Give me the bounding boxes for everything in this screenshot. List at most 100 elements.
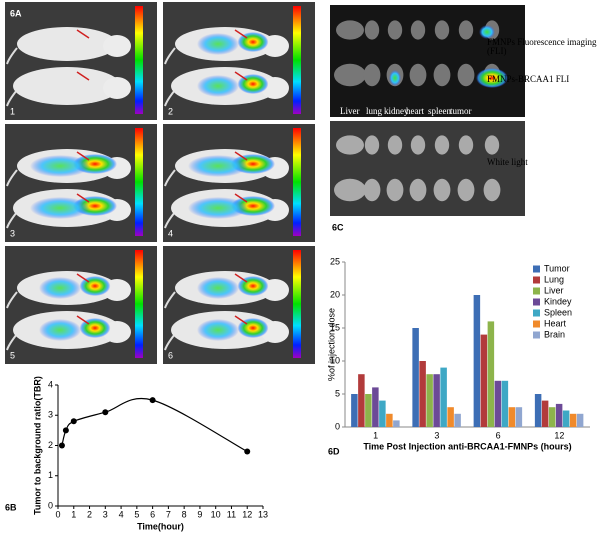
arrow bbox=[234, 315, 248, 325]
bar bbox=[515, 407, 523, 427]
fluorescence bbox=[188, 197, 248, 219]
x-tick-label: 4 bbox=[119, 509, 124, 519]
x-tick-label: 12 bbox=[554, 430, 564, 440]
bar bbox=[419, 361, 426, 427]
mouse-body bbox=[13, 67, 121, 105]
organ bbox=[484, 135, 500, 155]
y-tick-label: 15 bbox=[330, 322, 340, 332]
organ bbox=[363, 178, 381, 202]
row-label-line: (FLI) bbox=[487, 46, 507, 56]
organ bbox=[336, 135, 364, 155]
bar bbox=[393, 420, 400, 427]
color-bar bbox=[135, 250, 143, 358]
color-bar bbox=[293, 128, 301, 236]
panel-label: 6D bbox=[328, 446, 340, 456]
organ bbox=[410, 20, 426, 40]
row-label-line: FMNPs Fluorescence imaging bbox=[487, 37, 597, 47]
color-bar bbox=[135, 6, 143, 114]
legend-label: Kindey bbox=[544, 296, 572, 306]
mouse-head bbox=[103, 35, 131, 57]
image-number: 6 bbox=[168, 350, 173, 360]
y-tick-label: 5 bbox=[335, 388, 340, 398]
fluorescence bbox=[30, 197, 90, 219]
legend-swatch bbox=[533, 298, 540, 306]
legend-swatch bbox=[533, 265, 540, 273]
arrow bbox=[234, 193, 248, 203]
organ bbox=[434, 20, 450, 40]
organ bbox=[433, 63, 451, 87]
organ bbox=[457, 63, 475, 87]
image-number: 2 bbox=[168, 106, 173, 116]
bar bbox=[569, 413, 577, 427]
fluorescence bbox=[389, 70, 401, 86]
x-tick-label: 9 bbox=[197, 509, 202, 519]
bar bbox=[365, 394, 372, 427]
x-tick-label: 8 bbox=[182, 509, 187, 519]
bar bbox=[576, 413, 584, 427]
y-tick-label: 4 bbox=[48, 379, 53, 389]
arrow bbox=[76, 151, 90, 161]
mouse-tail bbox=[164, 47, 176, 65]
fluorescence bbox=[197, 319, 239, 341]
organ bbox=[364, 135, 380, 155]
x-tick-label: 13 bbox=[258, 509, 268, 519]
organ bbox=[458, 135, 474, 155]
arrow bbox=[234, 71, 248, 81]
fluorescence bbox=[30, 155, 90, 177]
image-number: 4 bbox=[168, 228, 173, 238]
bar bbox=[447, 407, 454, 427]
bar bbox=[480, 334, 488, 427]
x-tick-label: 3 bbox=[103, 509, 108, 519]
point bbox=[149, 397, 156, 404]
point bbox=[244, 448, 251, 455]
bar bbox=[494, 380, 502, 427]
organ bbox=[386, 178, 404, 202]
y-axis-label: Tumor to background ratio(TBR) bbox=[32, 376, 42, 515]
legend-label: Liver bbox=[544, 285, 564, 295]
bar bbox=[412, 328, 419, 427]
mouse-tail bbox=[6, 47, 18, 65]
organ bbox=[458, 20, 474, 40]
bar bbox=[548, 407, 556, 427]
mouse-tail bbox=[164, 291, 176, 309]
arrow bbox=[76, 315, 90, 325]
bar bbox=[562, 410, 570, 427]
bar bbox=[433, 374, 440, 427]
organ bbox=[410, 135, 426, 155]
arrow bbox=[76, 193, 90, 203]
point bbox=[102, 409, 109, 416]
row-label: FMNPs Fluorescence imaging (FLI) bbox=[487, 37, 597, 56]
y-tick-label: 20 bbox=[330, 289, 340, 299]
y-tick-label: 3 bbox=[48, 410, 53, 420]
photo-background bbox=[330, 121, 525, 216]
panel-label: 6C bbox=[332, 222, 344, 232]
arrow bbox=[234, 29, 248, 39]
x-tick-label: 2 bbox=[87, 509, 92, 519]
x-tick-label: 10 bbox=[211, 509, 221, 519]
arrow bbox=[234, 273, 248, 283]
x-tick-label: 5 bbox=[134, 509, 139, 519]
fluorescence bbox=[197, 75, 239, 97]
x-tick-label: 7 bbox=[166, 509, 171, 519]
organ bbox=[409, 63, 427, 87]
y-tick-label: 1 bbox=[48, 470, 53, 480]
fluorescence bbox=[39, 277, 81, 299]
mouse-tail bbox=[6, 291, 18, 309]
organ bbox=[336, 20, 364, 40]
legend-label: Spleen bbox=[544, 307, 572, 317]
legend-swatch bbox=[533, 276, 540, 284]
x-tick-label: 6 bbox=[150, 509, 155, 519]
organ bbox=[334, 178, 366, 202]
legend-swatch bbox=[533, 287, 540, 295]
y-tick-label: 0 bbox=[335, 421, 340, 431]
image-number: 3 bbox=[10, 228, 15, 238]
organ-label: Liver bbox=[340, 106, 360, 116]
bar bbox=[372, 387, 379, 427]
x-tick-label: 3 bbox=[434, 430, 439, 440]
organ bbox=[457, 178, 475, 202]
mouse-tail bbox=[164, 169, 176, 187]
fluorescence bbox=[476, 68, 508, 88]
legend-label: Tumor bbox=[544, 263, 570, 273]
color-bar bbox=[293, 250, 301, 358]
organ-label: kidney bbox=[384, 106, 409, 116]
